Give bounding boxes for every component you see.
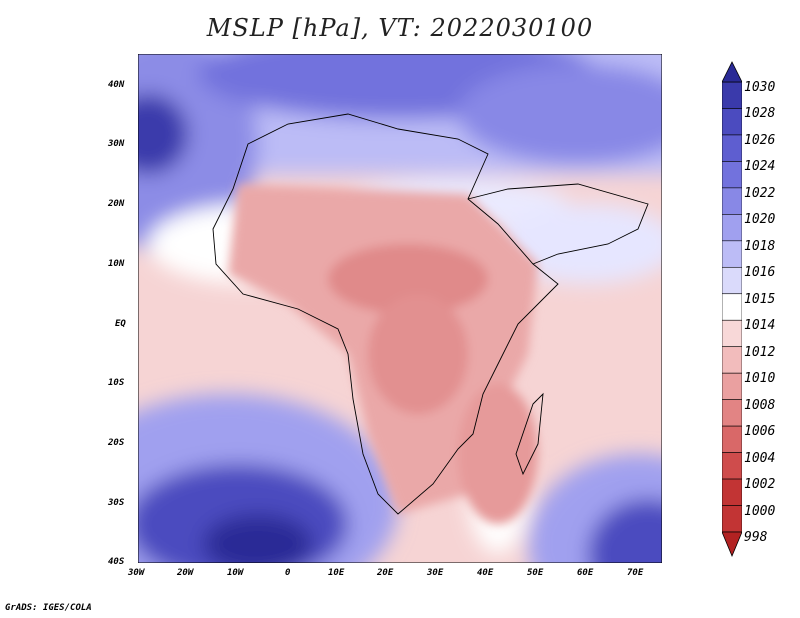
grads-credit: GrADS: IGES/COLA [5,603,92,613]
colorbar-box [722,425,742,453]
colorbar-box [722,399,742,427]
lat-label-20s: 20S [108,438,125,448]
colorbar-box [722,478,742,506]
colorbar-level-label: 1022 [744,185,776,201]
lon-label-10w: 10W [227,568,244,578]
lat-label-20n: 20N [108,199,125,209]
colorbar-level-label: 1020 [744,212,776,228]
lon-label-30e: 30E [427,568,444,578]
colorbar-level-label: 1014 [744,318,776,334]
colorbar-level-label: 1012 [744,344,776,360]
colorbar-level-label: 1004 [744,450,776,466]
lon-label-40e: 40E [477,568,494,578]
colorbar-level-label: 1002 [744,477,776,493]
lon-label-30w: 30W [128,568,145,578]
colorbar-box [722,505,742,533]
colorbar-level-label: 1008 [744,397,776,413]
pressure-field-continental-low [228,184,538,524]
colorbar-box [722,81,742,109]
lon-label-10e: 10E [328,568,345,578]
lon-label-20w: 20W [177,568,194,578]
colorbar-box [722,452,742,480]
lon-label-50e: 50E [527,568,544,578]
lon-label-20e: 20E [377,568,394,578]
colorbar-level-label: 998 [744,530,768,545]
colorbar-level-label: 1018 [744,238,776,254]
colorbar-level-label: 1006 [744,424,776,440]
lon-label-0: 0 [285,568,291,578]
lat-label-30n: 30N [108,139,125,149]
colorbar-box [722,293,742,321]
colorbar-box [722,108,742,136]
colorbar-box [722,240,742,268]
colorbar-level-label: 1015 [744,291,776,307]
colorbar-box [722,319,742,348]
colorbar-box [722,214,742,242]
colorbar-level-label: 1028 [744,106,776,122]
colorbar-level-label: 1024 [744,159,776,175]
colorbar-bottom-arrow [722,531,742,558]
colorbar-box [722,266,742,295]
colorbar-top-arrow [722,61,742,83]
lat-label-40s: 40S [108,557,125,567]
colorbar-box [722,372,742,400]
colorbar-box [722,161,742,189]
map-title: MSLP [hPa], VT: 2022030100 [206,14,594,42]
colorbar-box [722,346,742,374]
coastlines [212,113,649,515]
colorbar-box [722,134,742,162]
lat-label-40n: 40N [108,80,125,90]
lat-label-30s: 30S [108,498,125,508]
colorbar-level-label: 1026 [744,132,776,148]
colorbar-level-label: 1016 [744,265,776,281]
lon-label-70e: 70E [627,568,644,578]
lat-label-10s: 10S [108,378,125,388]
colorbar [722,61,742,558]
colorbar-level-label: 1010 [744,371,776,387]
lat-label-10n: 10N [108,259,125,269]
colorbar-level-label: 1030 [744,80,776,95]
lon-label-60e: 60E [577,568,594,578]
colorbar-level-label: 1000 [744,503,776,519]
lat-label-eq: EQ [115,319,126,329]
colorbar-box [722,187,742,215]
mslp-map [138,54,662,563]
